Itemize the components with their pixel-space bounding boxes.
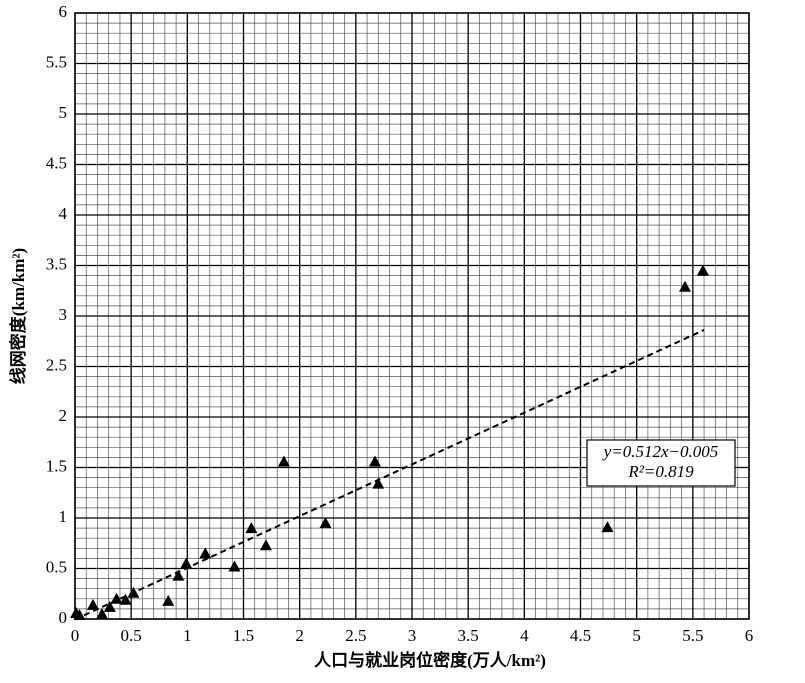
y-tick-label: 0 <box>59 608 68 627</box>
point <box>372 477 385 489</box>
x-tick-label: 3 <box>408 626 417 645</box>
point <box>678 280 691 292</box>
y-tick-label: 1.5 <box>46 456 67 475</box>
point <box>162 594 175 606</box>
y-tick-label: 5 <box>59 103 68 122</box>
y-tick-label: 3.5 <box>46 254 67 273</box>
y-tick-label: 1 <box>59 507 68 526</box>
y-tick-label: 3 <box>59 305 68 324</box>
point <box>601 521 614 533</box>
x-tick-label: 2.5 <box>345 626 366 645</box>
x-tick-label: 3.5 <box>458 626 479 645</box>
y-tick-label: 5.5 <box>46 52 67 71</box>
x-tick-label: 4.5 <box>570 626 591 645</box>
annotation-box <box>586 439 736 487</box>
point <box>228 560 241 572</box>
point <box>119 593 132 605</box>
point <box>245 522 258 534</box>
point <box>259 539 272 551</box>
point <box>277 455 290 467</box>
x-tick-label: 0 <box>71 626 80 645</box>
x-axis-label: 人口与就业岗位密度(万人/km²) <box>314 650 546 670</box>
point <box>95 607 108 619</box>
point <box>319 517 332 529</box>
trend-line <box>74 329 705 621</box>
point <box>368 455 381 467</box>
point <box>127 586 140 598</box>
point <box>86 598 99 610</box>
y-tick-label: 4.5 <box>46 153 67 172</box>
y-axis-label: 线网密度(km/km²) <box>8 248 28 384</box>
x-tick-label: 5 <box>632 626 641 645</box>
y-tick-label: 2 <box>59 406 68 425</box>
y-tick-label: 4 <box>59 204 68 223</box>
x-tick-label: 6 <box>745 626 754 645</box>
annotation-text: R²=0.819 <box>627 462 694 481</box>
x-tick-label: 4 <box>520 626 529 645</box>
x-tick-label: 1 <box>183 626 192 645</box>
point <box>172 569 185 581</box>
y-tick-label: 2.5 <box>46 355 67 374</box>
x-tick-label: 2 <box>295 626 304 645</box>
point <box>110 592 123 604</box>
point <box>696 264 709 276</box>
y-tick-label: 6 <box>59 2 68 21</box>
point <box>180 557 193 569</box>
point <box>103 600 116 612</box>
x-tick-label: 0.5 <box>121 626 142 645</box>
x-tick-label: 1.5 <box>233 626 254 645</box>
annotation-text: y=0.512x−0.005 <box>602 442 719 461</box>
point <box>199 547 212 559</box>
y-tick-label: 0.5 <box>46 557 67 576</box>
plot-frame <box>74 12 750 620</box>
x-tick-label: 5.5 <box>682 626 703 645</box>
point <box>70 606 83 618</box>
